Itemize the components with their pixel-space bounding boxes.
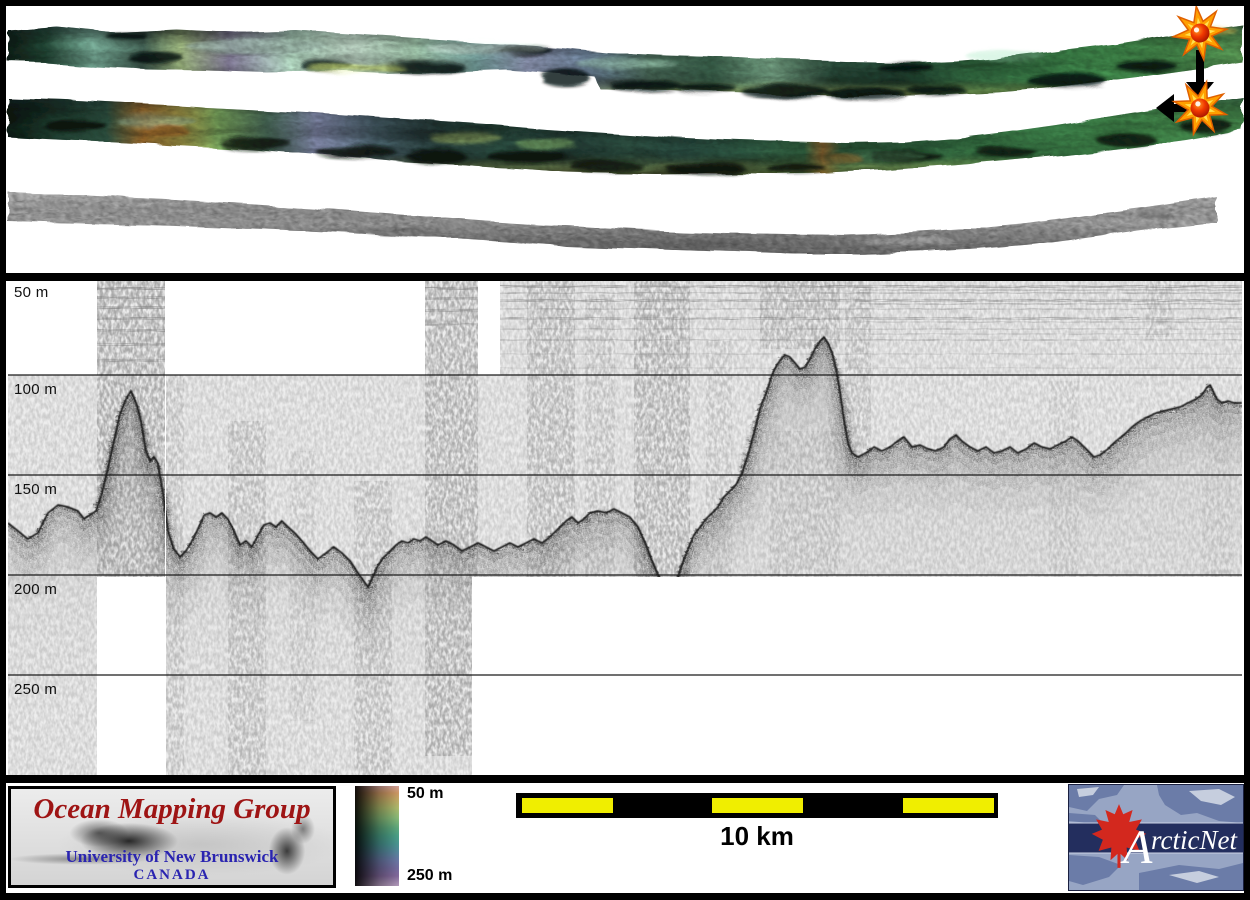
- arcticnet-name: rcticNet: [1151, 825, 1238, 855]
- arctic-map-highlights: [1077, 787, 1235, 883]
- backscatter-swath: [8, 192, 1216, 254]
- depth-label-100m: 100 m: [14, 381, 58, 398]
- subbottom-profile-panel: 50 m 100 m 150 m 200 m 250 m: [6, 281, 1244, 775]
- scale-bar-segment: [903, 798, 994, 813]
- depth-gridlines: [8, 374, 1242, 676]
- depth-label-200m: 200 m: [14, 581, 58, 598]
- scale-bar-label: 10 km: [720, 821, 794, 851]
- seafloor-reflector-line: [8, 335, 1242, 591]
- ocean-mapping-group-logo: Ocean Mapping Group University of New Br…: [8, 786, 336, 888]
- depth-colorbar: [355, 786, 399, 886]
- multibeam-swath-panel: [6, 6, 1244, 273]
- scale-bar-segment: [712, 798, 803, 813]
- footer-panel: Ocean Mapping Group University of New Br…: [6, 783, 1244, 893]
- omg-country: CANADA: [133, 867, 211, 883]
- left-arrow-icon: [1156, 94, 1202, 122]
- swath-graphics: [8, 6, 1242, 254]
- omg-university: University of New Brunswick: [65, 847, 279, 866]
- bathymetry-swath-2: [8, 96, 1242, 175]
- scale-bar-segment: [522, 798, 613, 813]
- arcticnet-band: [1069, 823, 1243, 853]
- depth-label-250m: 250 m: [14, 681, 58, 698]
- starburst-left-icon: [1156, 74, 1234, 142]
- maple-leaf-icon: [1091, 804, 1147, 868]
- scale-bar: [516, 793, 998, 818]
- seafloor-echo-fuzz: [8, 336, 1242, 663]
- arcticnet-initial: A: [1120, 821, 1153, 874]
- bathymetry-swath-1: [8, 24, 1242, 100]
- arcticnet-graphic: A rcticNet: [1069, 785, 1243, 890]
- profile-graphics: [6, 281, 1244, 775]
- depth-label-150m: 150 m: [14, 481, 58, 498]
- omg-title: Ocean Mapping Group: [33, 793, 311, 825]
- arcticnet-logo: A rcticNet: [1068, 784, 1244, 891]
- colorbar-bottom-label: 250 m: [407, 867, 453, 884]
- colorbar-top-label: 50 m: [407, 785, 444, 802]
- depth-label-50m: 50 m: [14, 284, 49, 301]
